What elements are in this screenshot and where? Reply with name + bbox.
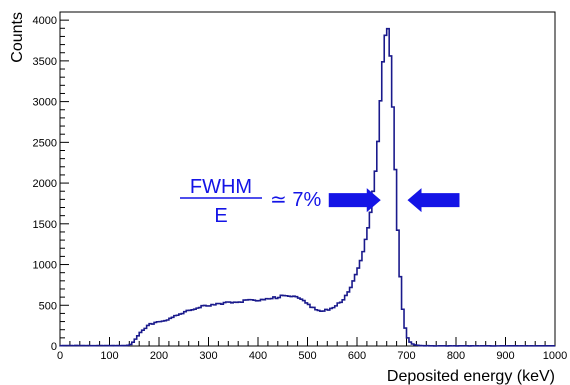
fwhm-numerator: FWHM bbox=[190, 176, 252, 198]
left-arrow bbox=[328, 188, 381, 213]
fwhm-annotation: FWHM E ≃ 7% bbox=[180, 176, 460, 227]
y-tick-label: 2500 bbox=[33, 137, 57, 149]
y-axis-title: Counts bbox=[9, 12, 26, 63]
x-tick-label: 800 bbox=[447, 350, 465, 362]
right-arrow bbox=[407, 188, 460, 213]
x-tick-label: 900 bbox=[496, 350, 514, 362]
x-tick-label: 400 bbox=[249, 350, 267, 362]
x-tick-label: 600 bbox=[348, 350, 366, 362]
histogram-line bbox=[59, 27, 555, 347]
x-tick-label: 200 bbox=[150, 350, 168, 362]
x-tick-label: 700 bbox=[397, 350, 415, 362]
x-tick-label: 1000 bbox=[543, 350, 567, 362]
fwhm-denominator: E bbox=[214, 205, 227, 227]
x-tick-label: 500 bbox=[298, 350, 316, 362]
fwhm-relation: ≃ 7% bbox=[270, 189, 321, 211]
x-tick-label: 100 bbox=[100, 350, 118, 362]
y-tick-label: 500 bbox=[39, 300, 57, 312]
y-tick-label: 3500 bbox=[33, 56, 57, 68]
axis-ticks bbox=[59, 19, 556, 347]
x-axis-title: Deposited energy (keV) bbox=[387, 368, 555, 385]
x-tick-label: 300 bbox=[199, 350, 217, 362]
y-tick-label: 3000 bbox=[33, 97, 57, 109]
y-tick-label: 4000 bbox=[33, 15, 57, 27]
x-tick-label: 0 bbox=[57, 350, 63, 362]
tick-labels: 0 100 200 300 400 500 600 700 800 900 1000 0 500 1000… bbox=[33, 15, 568, 362]
y-tick-label: 2000 bbox=[33, 178, 57, 190]
y-tick-label: 1000 bbox=[33, 260, 57, 272]
y-tick-label: 1500 bbox=[33, 219, 57, 231]
plot-frame bbox=[59, 11, 556, 347]
y-tick-label: 0 bbox=[51, 341, 57, 353]
